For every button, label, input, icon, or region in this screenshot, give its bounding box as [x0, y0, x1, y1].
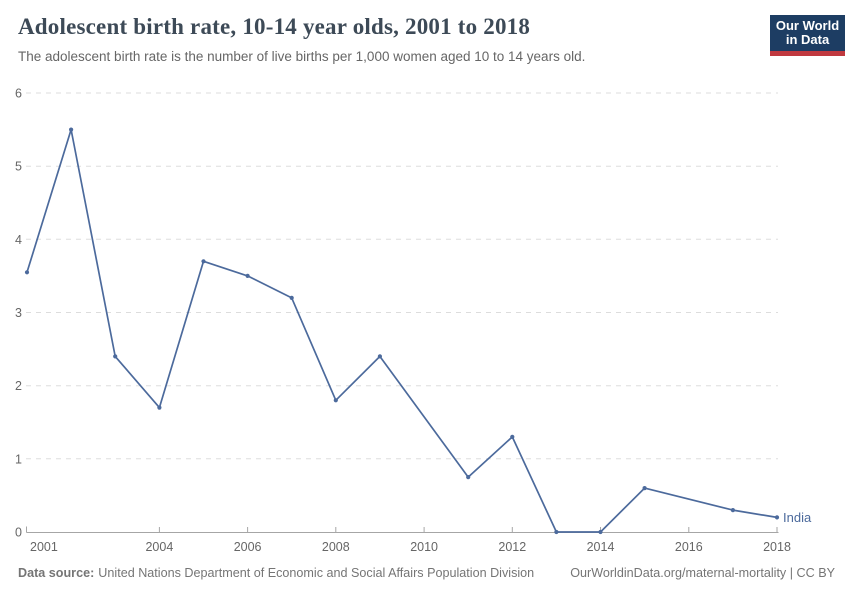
- x-tick-label: 2008: [322, 540, 350, 554]
- x-tick-label: 2014: [587, 540, 615, 554]
- data-point: [289, 295, 294, 300]
- data-point: [598, 529, 603, 535]
- page-subtitle: The adolescent birth rate is the number …: [18, 49, 586, 64]
- x-tick-label: 2016: [675, 540, 703, 554]
- data-point: [642, 486, 647, 491]
- data-point: [466, 475, 471, 480]
- y-tick-label: 1: [15, 452, 22, 466]
- trend-line: [26, 128, 778, 533]
- owid-logo[interactable]: Our World in Data: [770, 15, 845, 56]
- chart-footer: Data source: United Nations Department of…: [18, 566, 835, 581]
- x-tick-label: 2001: [30, 540, 58, 554]
- data-point: [774, 515, 780, 520]
- data-point: [377, 354, 382, 359]
- x-tick-label: 2010: [410, 540, 438, 554]
- y-tick-label: 3: [15, 306, 22, 320]
- data-point: [113, 354, 118, 359]
- data-point: [201, 259, 206, 264]
- data-point: [24, 270, 30, 275]
- data-point: [554, 529, 559, 535]
- x-tick-label: 2006: [234, 540, 262, 554]
- data-source-label: Data source:: [18, 566, 95, 580]
- x-tick-label: 2004: [145, 540, 173, 554]
- data-point: [333, 398, 338, 403]
- y-tick-label: 4: [15, 233, 22, 247]
- x-tick-label: 2018: [763, 540, 791, 554]
- y-tick-label: 5: [15, 160, 22, 174]
- owid-logo-stripe: [770, 51, 845, 56]
- y-tick-label: 2: [15, 379, 22, 393]
- owid-logo-line2: in Data: [785, 32, 830, 47]
- page-title: Adolescent birth rate, 10-14 year olds, …: [18, 14, 531, 39]
- y-tick-label: 0: [15, 526, 22, 540]
- chart-header: Adolescent birth rate, 10-14 year olds, …: [18, 14, 755, 65]
- data-point: [730, 508, 736, 513]
- owid-logo-line1: Our World: [775, 18, 840, 33]
- x-tick-label: 2012: [498, 540, 526, 554]
- data-source-text: United Nations Department of Economic an…: [98, 566, 535, 580]
- data-source: Data source: United Nations Department of…: [18, 566, 534, 581]
- y-tick-label: 6: [15, 87, 22, 101]
- data-point: [245, 273, 250, 278]
- data-point: [157, 405, 162, 410]
- footer-link[interactable]: OurWorldinData.org/maternal-mortality | …: [570, 566, 835, 580]
- series-label: India: [783, 510, 812, 525]
- data-point: [69, 127, 74, 132]
- data-point: [510, 434, 515, 439]
